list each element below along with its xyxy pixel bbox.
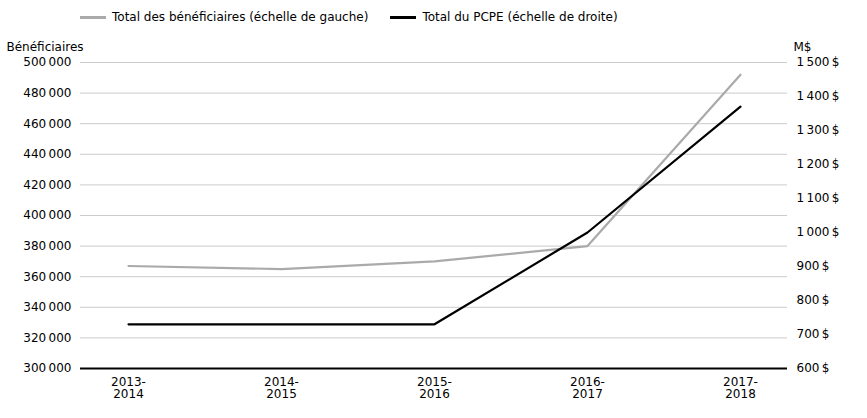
svg-text:800 $: 800 $ [797, 293, 830, 307]
svg-text:420 000: 420 000 [23, 178, 71, 192]
svg-text:360 000: 360 000 [23, 270, 71, 284]
svg-text:2013-2014: 2013-2014 [111, 375, 146, 401]
svg-text:1 000 $: 1 000 $ [797, 225, 840, 239]
svg-text:340 000: 340 000 [23, 300, 71, 314]
svg-text:500 000: 500 000 [23, 55, 71, 69]
svg-text:Bénéficiaires: Bénéficiaires [7, 40, 84, 54]
svg-text:2017-2018: 2017-2018 [723, 375, 758, 401]
svg-text:1 100 $: 1 100 $ [797, 191, 840, 205]
svg-text:460 000: 460 000 [23, 117, 71, 131]
svg-text:1 300 $: 1 300 $ [797, 123, 840, 137]
svg-text:700 $: 700 $ [797, 327, 830, 341]
svg-text:320 000: 320 000 [23, 331, 71, 345]
svg-text:600 $: 600 $ [797, 361, 830, 375]
svg-text:M$: M$ [794, 40, 812, 54]
svg-text:2015-2016: 2015-2016 [417, 375, 452, 401]
svg-text:2014-2015: 2014-2015 [264, 375, 299, 401]
svg-text:480 000: 480 000 [23, 86, 71, 100]
html-text:Total du PCPE (échelle de droi: Total du PCPE (échelle de droite) [422, 10, 618, 24]
svg-text:400 000: 400 000 [23, 208, 71, 222]
svg-text:380 000: 380 000 [23, 239, 71, 253]
svg-text:1 500 $: 1 500 $ [797, 55, 840, 69]
svg-text:440 000: 440 000 [23, 147, 71, 161]
svg-text:900 $: 900 $ [797, 259, 830, 273]
svg-text:1 200 $: 1 200 $ [797, 157, 840, 171]
svg-text:2016-2017: 2016-2017 [570, 375, 605, 401]
svg-text:1 400 $: 1 400 $ [797, 89, 840, 103]
svg-text:300 000: 300 000 [23, 361, 71, 375]
html-text:Total des bénéficiaires (échel: Total des bénéficiaires (échelle de gauc… [112, 10, 369, 24]
